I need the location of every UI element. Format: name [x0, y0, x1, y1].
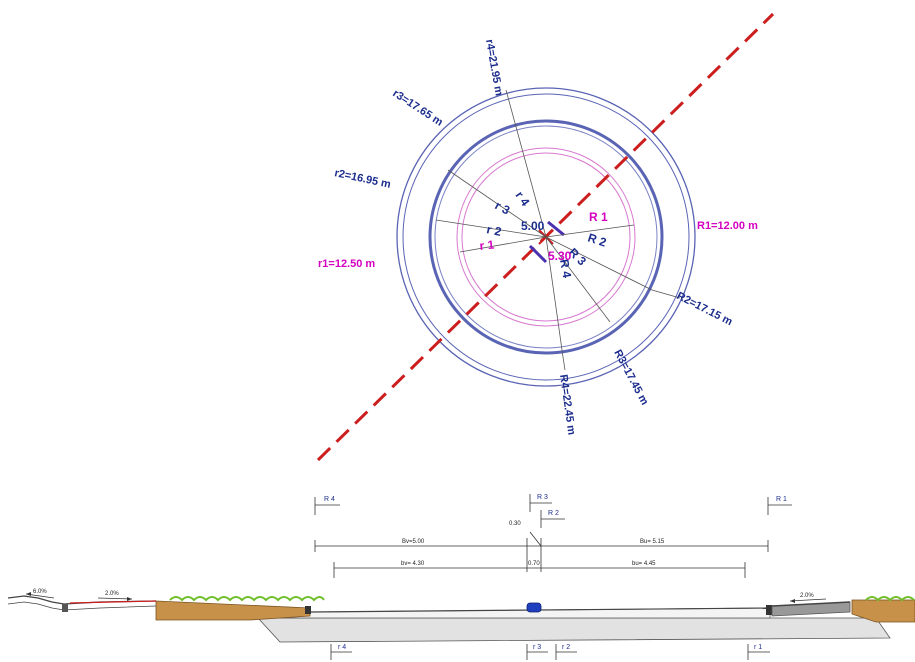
marker-R2-label: R 2	[548, 510, 559, 517]
label-R1: R1=12.00 m	[697, 220, 758, 232]
marker-R3-label: R 3	[537, 494, 548, 501]
left-embankment-lower	[7, 601, 157, 611]
inner-label-r3: r 3	[493, 198, 513, 217]
inner-label-R1: R 1	[589, 210, 608, 224]
dim-030-leader	[529, 531, 542, 547]
marker-r4-label: r 4	[338, 644, 346, 651]
dim-Bu-label: Bu= 5.15	[640, 539, 665, 545]
slope-left-inner-head	[127, 597, 132, 601]
leader-r3	[447, 169, 547, 238]
inner-label-r4: r 4	[513, 189, 533, 209]
label-r3: r3=17.65 m	[390, 87, 445, 128]
inner-ring-inner	[461, 152, 631, 322]
leader-R4	[545, 236, 564, 358]
dim-Bv-label: Bv=5.00	[402, 539, 425, 545]
offset-label-530: 5.30	[548, 249, 572, 263]
label-r2: r2=16.95 m	[333, 167, 392, 191]
left-soil-block	[155, 600, 311, 621]
inner-label-R2: R 2	[586, 231, 608, 250]
slope-left-outer-label: 6.0%	[33, 589, 47, 595]
leader-r4	[505, 89, 547, 238]
label-r4: r4=21.95 m	[483, 38, 505, 97]
pavement-layer	[257, 607, 771, 619]
marker-R4-label: R 4	[324, 496, 335, 503]
extension-R4	[562, 356, 566, 371]
slope-left-outer-head	[26, 592, 31, 596]
left-curb	[305, 606, 311, 614]
center-drain	[526, 602, 542, 613]
slope-right-inner-head	[790, 599, 795, 603]
outer-ring-inner	[402, 93, 690, 381]
dim-070-label: 0.70	[528, 561, 540, 567]
inner-ring-outer	[456, 147, 636, 327]
middle-ring-inner	[434, 125, 658, 349]
right-grass	[865, 596, 915, 602]
right-curb	[766, 605, 772, 615]
leader-R2	[545, 236, 653, 291]
offset-bar-upper	[547, 220, 565, 237]
leader-r1	[459, 236, 547, 253]
marker-r1-label: r 1	[754, 644, 762, 651]
right-shoulder-top	[771, 601, 851, 607]
label-R3: R3=17.45 m	[611, 348, 650, 408]
label-r1: r1=12.50 m	[318, 258, 375, 270]
marker-R1-label: R 1	[776, 496, 787, 503]
slope-left-inner-label: 2.0%	[105, 591, 119, 597]
middle-ring-outer	[428, 119, 664, 355]
marker-r2-label: r 2	[562, 644, 570, 651]
leader-R1	[545, 224, 635, 238]
slope-right-inner-label: 2.0%	[800, 593, 814, 599]
dim-030-label: 0.30	[509, 521, 521, 527]
inner-label-r2: r 2	[485, 222, 503, 239]
dim-bv-label: bv= 4.30	[401, 561, 425, 567]
slope-right-inner-arrow	[789, 598, 827, 602]
inner-label-R4: R 4	[557, 258, 574, 279]
left-red-line	[69, 600, 157, 604]
marker-r3-label: r 3	[533, 644, 541, 651]
left-drain	[62, 604, 68, 612]
cross-section: R 4 R 3 R 2 R 1 0.30 Bv=5.00 Bu= 5.15 bv…	[7, 494, 915, 660]
gravel-subbase	[257, 617, 891, 643]
leader-R3	[545, 236, 611, 323]
offset-label-500: 5.00	[521, 219, 545, 233]
inner-label-r1: r 1	[479, 237, 495, 252]
slope-left-inner-arrow	[97, 597, 133, 600]
outer-ring-outer	[396, 87, 696, 387]
label-R2: R2=17.15 m	[675, 290, 735, 328]
leader-r2	[435, 219, 547, 238]
extension-R2	[651, 289, 681, 299]
dim-bu-label: bu= 4.45	[632, 561, 656, 567]
right-soil-block	[851, 599, 915, 623]
plan-view: r4=21.95 m r3=17.65 m r2=16.95 m r1=12.5…	[316, 12, 775, 462]
offset-bar-lower	[528, 244, 548, 264]
left-grass	[169, 596, 325, 602]
